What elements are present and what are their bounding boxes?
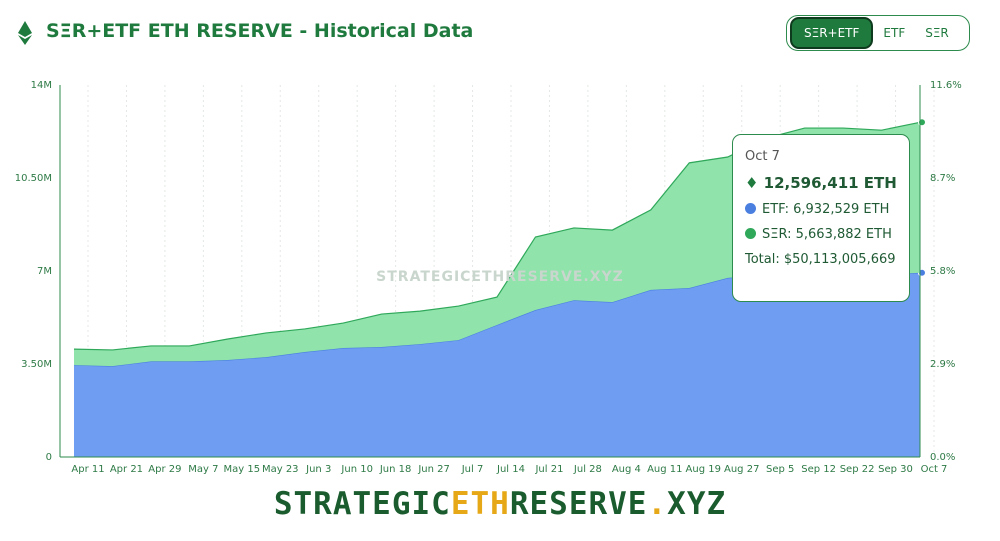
tooltip-date: Oct 7 xyxy=(745,149,780,164)
x-tick-label: Aug 4 xyxy=(612,464,641,475)
tooltip-series-value: : 5,663,882 ETH xyxy=(787,227,892,242)
y2-tick-label: 8.7% xyxy=(930,173,955,184)
y2-tick-label: 0.0% xyxy=(930,452,955,463)
logo-part: STRATEGIC xyxy=(273,486,451,522)
tooltip-series-name: SΞR xyxy=(762,227,788,242)
y2-tick-label: 5.8% xyxy=(930,266,955,277)
tooltip-total-eth: 12,596,411 ETH xyxy=(763,174,897,192)
tooltip-row: SΞR: 5,663,882 ETH xyxy=(745,227,897,242)
x-tick-label: May 23 xyxy=(262,464,299,475)
chart: 0 3.50M 7M 10.50M 14M 0.0% 2.9% 5.8% 8.7% 11.6% Ap… xyxy=(15,80,962,475)
y-tick-label: 10.50M xyxy=(15,173,52,184)
x-tick-label: Jun 27 xyxy=(417,464,450,475)
tooltip-total-usd: Total: $50,113,005,669 xyxy=(745,252,896,267)
y-tick-label: 3.50M xyxy=(21,359,52,370)
toggle-button[interactable]: ETF xyxy=(883,26,906,40)
x-tick-label: Apr 11 xyxy=(71,464,104,475)
logo-part: RESERVE xyxy=(509,486,648,522)
tooltip: Oct 7 ♦ 12,596,411 ETH ETF: 6,932,529 ET… xyxy=(732,134,910,302)
x-tick-label: Jun 3 xyxy=(305,464,331,475)
eth-icon xyxy=(18,21,32,45)
x-tick-label: Jun 18 xyxy=(379,464,412,475)
toggle-group: SΞR+ETF ETF SΞR xyxy=(786,15,970,51)
x-tick-label: Aug 27 xyxy=(724,464,759,475)
logo-part: ETH xyxy=(450,486,510,522)
x-tick-label: Jul 7 xyxy=(461,464,484,475)
tooltip-series-value: : 6,932,529 ETH xyxy=(784,202,890,217)
logo-part: XYZ xyxy=(667,486,727,522)
x-tick-label: Sep 12 xyxy=(801,464,836,475)
logo-part: . xyxy=(647,486,668,522)
legend-dot xyxy=(745,228,756,239)
y-tick-label: 14M xyxy=(31,80,52,91)
area xyxy=(74,122,920,367)
title: SΞR+ETF ETH RESERVE - Historical Data xyxy=(46,20,474,42)
x-tick-label: May 7 xyxy=(188,464,218,475)
area xyxy=(74,272,920,457)
x-tick-label: Apr 29 xyxy=(148,464,181,475)
x-tick-label: Sep 22 xyxy=(840,464,875,475)
toggle-button[interactable]: SΞR xyxy=(925,26,949,40)
tooltip-total: ♦ 12,596,411 ETH xyxy=(745,174,897,192)
x-tick-label: Aug 19 xyxy=(686,464,721,475)
footer-logo: STRATEGICETHRESERVE.XYZ xyxy=(0,486,1000,522)
toggle-button[interactable]: SΞR+ETF xyxy=(790,17,874,49)
x-tick-label: Jul 14 xyxy=(496,464,525,475)
plot: 0 3.50M 7M 10.50M 14M 0.0% 2.9% 5.8% 8.7% 11.6% Ap… xyxy=(15,80,962,475)
x-tick-label: Apr 21 xyxy=(110,464,143,475)
tooltip-row: ETF: 6,932,529 ETH xyxy=(745,202,897,217)
x-tick-label: Jun 10 xyxy=(340,464,373,475)
y2-tick-label: 2.9% xyxy=(930,359,955,370)
x-tick-label: Sep 5 xyxy=(766,464,794,475)
y-tick-label: 7M xyxy=(37,266,52,277)
x-tick-label: Jul 28 xyxy=(573,464,602,475)
y-tick-label: 0 xyxy=(46,452,52,463)
x-tick-label: Aug 11 xyxy=(647,464,682,475)
x-tick-label: May 15 xyxy=(224,464,261,475)
y2-tick-label: 11.6% xyxy=(930,80,962,91)
watermark: STRATEGICETHRESERVE.XYZ xyxy=(376,269,624,285)
x-tick-label: Sep 30 xyxy=(878,464,913,475)
x-tick-label: Jul 21 xyxy=(534,464,563,475)
legend-dot xyxy=(745,203,756,214)
x-tick-label: Oct 7 xyxy=(921,464,948,475)
tooltip-series-name: ETF xyxy=(762,202,785,217)
